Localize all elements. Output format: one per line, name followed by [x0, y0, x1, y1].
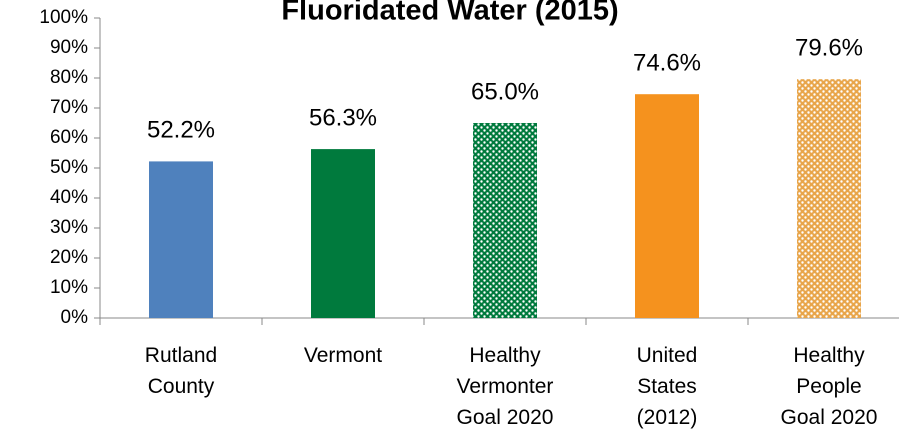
- y-tick-label: 60%: [50, 127, 88, 148]
- bar: [149, 161, 213, 318]
- y-tick-label: 50%: [50, 157, 88, 178]
- data-label: 56.3%: [309, 104, 377, 131]
- data-label: 65.0%: [471, 78, 539, 105]
- y-tick-label: 10%: [50, 277, 88, 298]
- y-tick-label: 90%: [50, 37, 88, 58]
- x-tick-label: Rutland County: [144, 344, 218, 398]
- x-tick-label: Vermont: [303, 344, 383, 367]
- y-tick-label: 30%: [50, 217, 88, 238]
- y-tick-label: 70%: [50, 97, 88, 118]
- data-label: 74.6%: [633, 50, 701, 77]
- x-tick-label: Healthy Vermonter Goal 2020: [456, 344, 554, 429]
- x-tick-label: Healthy People Goal 2020: [780, 344, 878, 429]
- bar: [311, 149, 375, 318]
- chart-title: Fluoridated Water (2015): [281, 0, 618, 27]
- y-tick-label: 20%: [50, 247, 88, 268]
- x-tick-label: United States (2012): [636, 344, 698, 429]
- data-label: 52.2%: [147, 117, 215, 144]
- bar: [473, 123, 537, 318]
- bar: [635, 94, 699, 318]
- data-label: 79.6%: [795, 35, 863, 62]
- y-tick-label: 40%: [50, 187, 88, 208]
- bar: [797, 79, 861, 318]
- y-tick-label: 100%: [39, 7, 88, 28]
- y-tick-label: 0%: [61, 307, 89, 328]
- y-tick-label: 80%: [50, 67, 88, 88]
